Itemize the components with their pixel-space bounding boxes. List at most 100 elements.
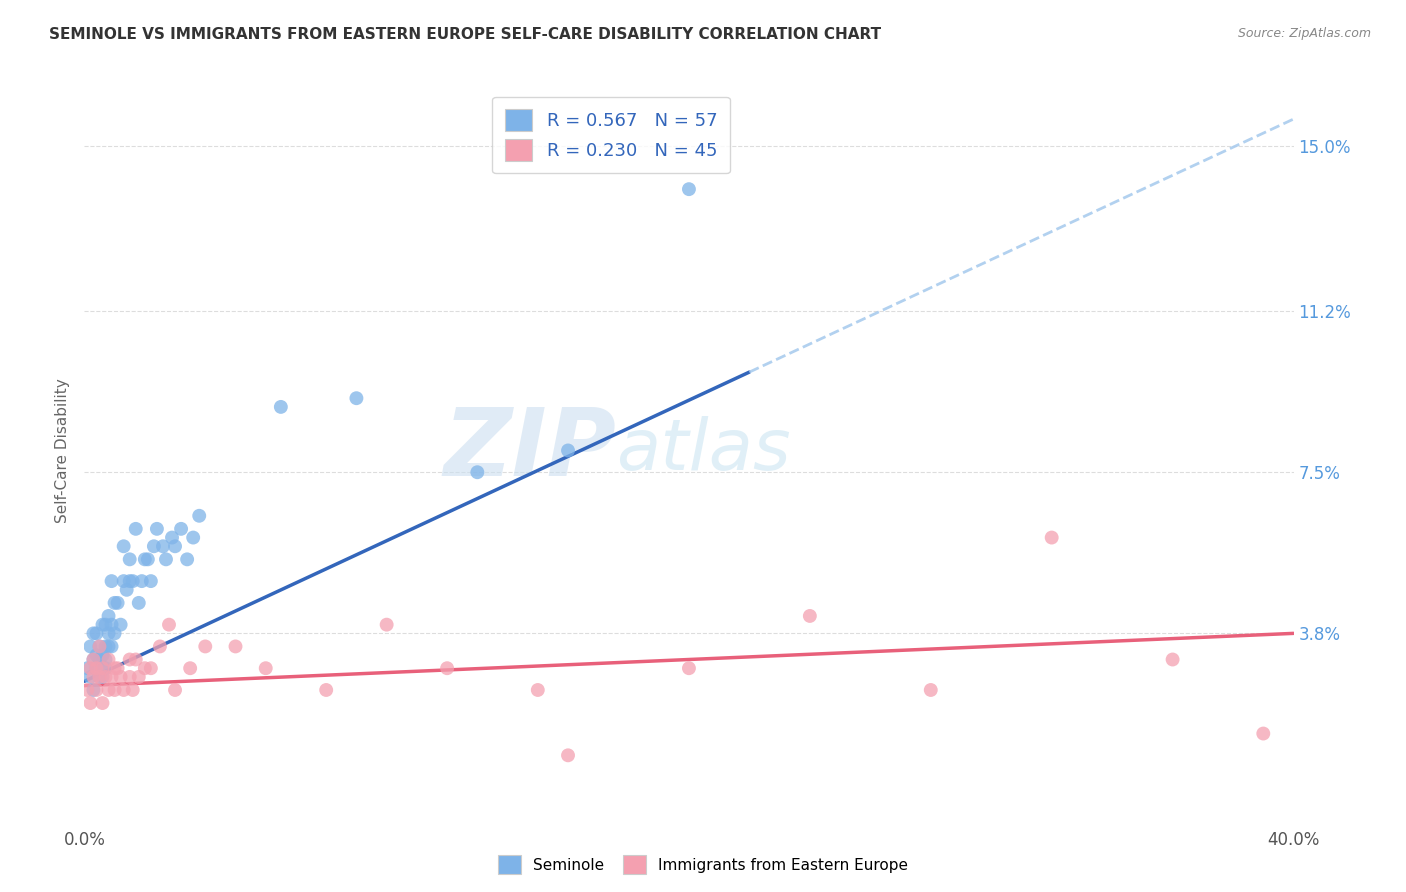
Y-axis label: Self-Care Disability: Self-Care Disability — [55, 378, 70, 523]
Point — [467, 465, 489, 479]
Point — [112, 574, 135, 588]
Point — [110, 670, 132, 684]
Point — [94, 617, 117, 632]
Point — [139, 661, 162, 675]
Point — [165, 683, 187, 698]
Point — [121, 574, 143, 588]
Point — [100, 617, 122, 632]
Point — [678, 661, 700, 675]
Point — [149, 640, 172, 654]
Point — [91, 670, 114, 684]
Point — [76, 683, 98, 698]
Point — [375, 617, 398, 632]
Point — [128, 596, 150, 610]
Point — [89, 640, 111, 654]
Point — [134, 661, 156, 675]
Point — [79, 640, 101, 654]
Point — [1253, 726, 1275, 740]
Point — [270, 400, 292, 414]
Point — [100, 640, 122, 654]
Point — [86, 626, 108, 640]
Point — [91, 617, 114, 632]
Point — [1161, 652, 1184, 666]
Point — [194, 640, 217, 654]
Point — [118, 652, 141, 666]
Point — [125, 652, 148, 666]
Legend: R = 0.567   N = 57, R = 0.230   N = 45: R = 0.567 N = 57, R = 0.230 N = 45 — [492, 96, 730, 173]
Point — [155, 552, 177, 566]
Point — [557, 443, 579, 458]
Point — [125, 522, 148, 536]
Point — [527, 683, 550, 698]
Point — [104, 626, 127, 640]
Point — [112, 683, 135, 698]
Point — [91, 648, 114, 662]
Text: atlas: atlas — [616, 416, 792, 485]
Point — [678, 182, 700, 196]
Point — [104, 661, 127, 675]
Point — [97, 683, 120, 698]
Point — [97, 652, 120, 666]
Point — [82, 652, 104, 666]
Point — [79, 696, 101, 710]
Point — [91, 661, 114, 675]
Point — [146, 522, 169, 536]
Point — [346, 391, 368, 405]
Point — [82, 683, 104, 698]
Point — [82, 670, 104, 684]
Point — [1040, 531, 1063, 545]
Point — [79, 661, 101, 675]
Point — [97, 626, 120, 640]
Point — [118, 574, 141, 588]
Point — [165, 539, 187, 553]
Point — [225, 640, 247, 654]
Point — [94, 640, 117, 654]
Text: ZIP: ZIP — [443, 404, 616, 497]
Legend: Seminole, Immigrants from Eastern Europe: Seminole, Immigrants from Eastern Europe — [492, 849, 914, 880]
Point — [86, 683, 108, 698]
Point — [97, 640, 120, 654]
Point — [157, 617, 180, 632]
Point — [131, 574, 153, 588]
Point — [89, 670, 111, 684]
Point — [179, 661, 201, 675]
Point — [160, 531, 183, 545]
Point — [89, 640, 111, 654]
Point — [121, 683, 143, 698]
Point — [254, 661, 277, 675]
Point — [136, 552, 159, 566]
Point — [139, 574, 162, 588]
Point — [118, 552, 141, 566]
Point — [799, 609, 821, 624]
Point — [176, 552, 198, 566]
Point — [920, 683, 942, 698]
Point — [188, 508, 211, 523]
Point — [89, 670, 111, 684]
Text: SEMINOLE VS IMMIGRANTS FROM EASTERN EUROPE SELF-CARE DISABILITY CORRELATION CHAR: SEMINOLE VS IMMIGRANTS FROM EASTERN EURO… — [49, 27, 882, 42]
Point — [134, 552, 156, 566]
Point — [104, 596, 127, 610]
Point — [315, 683, 337, 698]
Point — [104, 683, 127, 698]
Point — [112, 539, 135, 553]
Point — [94, 652, 117, 666]
Point — [91, 661, 114, 675]
Point — [152, 539, 174, 553]
Point — [557, 748, 579, 763]
Point — [86, 661, 108, 675]
Point — [118, 670, 141, 684]
Point — [115, 582, 138, 597]
Point — [76, 661, 98, 675]
Point — [110, 617, 132, 632]
Point — [436, 661, 458, 675]
Point — [82, 626, 104, 640]
Point — [97, 609, 120, 624]
Point — [170, 522, 193, 536]
Point — [142, 539, 165, 553]
Point — [82, 652, 104, 666]
Point — [86, 648, 108, 662]
Point — [91, 696, 114, 710]
Point — [94, 661, 117, 675]
Point — [107, 596, 129, 610]
Point — [100, 670, 122, 684]
